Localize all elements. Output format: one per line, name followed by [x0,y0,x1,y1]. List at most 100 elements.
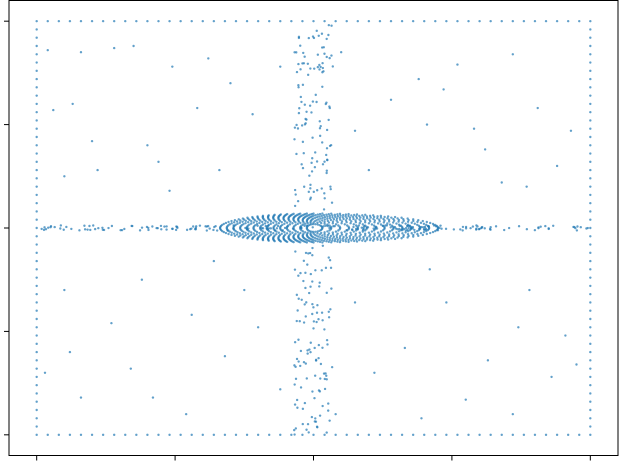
data-point-604 [307,190,310,194]
data-point-1385 [261,238,265,242]
data-point-906 [381,224,385,227]
data-point-1357 [261,214,265,218]
data-point-630 [315,160,319,163]
data-point-800 [352,230,355,233]
data-point-387 [65,225,68,229]
data-point-1351 [299,212,302,215]
data-point-1387 [273,239,276,243]
data-point-112 [35,383,38,387]
data-point-1358 [256,215,259,218]
data-point-188 [35,69,38,73]
data-point-416 [309,272,313,276]
data-point-724 [345,224,349,227]
data-point-126 [35,326,38,329]
data-point-554 [302,360,306,364]
data-point-660 [320,227,324,231]
data-point-15 [112,433,116,437]
data-point-190 [35,61,38,64]
data-point-1362 [237,218,240,221]
data-point-500 [321,141,324,144]
data-point-19 [135,433,138,437]
data-point-569 [293,188,297,192]
data-point-535 [329,187,332,191]
data-point-907 [379,223,383,226]
data-point-89 [522,433,526,437]
data-point-362 [579,226,582,229]
data-point-150 [35,226,38,230]
data-point-874 [269,222,272,226]
data-point-612 [322,372,326,375]
data-point-483 [308,251,312,255]
data-point-237 [47,226,50,229]
data-point-753 [326,233,329,237]
data-point-498 [304,286,307,290]
data-point-108 [35,400,38,403]
data-point-1407 [417,234,420,238]
data-point-1102 [382,217,385,221]
data-point-44 [279,19,282,23]
data-point-1279 [235,220,239,223]
data-point-77 [456,433,459,437]
data-point-480 [301,140,305,144]
data-point-266 [413,228,416,232]
data-point-264 [407,226,410,230]
data-point-696 [318,220,321,223]
data-point-1254 [396,217,399,220]
data-point-453 [309,67,312,70]
data-point-634 [325,338,329,342]
data-point-1170 [413,222,416,225]
data-point-356 [507,226,511,230]
data-point-76 [456,19,459,23]
data-point-830 [275,230,278,233]
data-point-430 [308,348,311,351]
data-point-1472 [511,412,515,416]
data-point-607 [299,349,303,353]
data-point-966 [386,222,389,225]
data-point-282 [461,225,465,229]
data-point-318 [539,225,542,228]
data-point-515 [307,252,310,255]
data-point-1227 [333,239,337,243]
data-point-701 [299,221,302,225]
data-point-1243 [418,227,422,231]
data-point-1447 [279,65,282,68]
data-point-1331 [431,222,435,226]
data-point-345 [59,224,63,227]
data-point-179 [589,110,592,114]
data-point-53 [323,433,326,437]
data-point-177 [589,119,592,122]
data-point-79 [467,433,470,437]
data-point-832 [280,232,283,235]
data-point-78 [467,19,470,23]
data-point-1229 [350,239,353,242]
data-point-1151 [339,239,342,242]
data-point-248 [140,226,144,229]
data-point-1440 [196,106,199,110]
data-point-429 [309,341,312,344]
data-point-118 [35,359,38,362]
data-point-385 [503,228,506,232]
data-point-1347 [330,212,333,215]
data-point-728 [331,220,335,223]
data-point-1231 [365,238,369,241]
data-point-135 [589,292,592,296]
data-point-559 [329,185,332,188]
data-point-471 [326,343,329,346]
data-point-1422 [511,53,515,56]
data-point-1345 [347,212,350,216]
data-point-762 [354,224,358,227]
data-point-1168 [417,224,421,228]
data-point-465 [325,171,328,175]
data-point-802 [356,228,359,231]
data-point-458 [316,304,319,307]
data-point-1198 [244,219,248,223]
data-point-549 [299,271,302,275]
data-point-785 [283,231,286,234]
data-point-769 [323,218,326,221]
data-point-552 [312,327,315,330]
data-point-1156 [376,236,379,239]
data-point-628 [306,263,309,266]
data-point-470 [316,65,320,69]
data-point-591 [293,403,297,406]
data-point-491 [299,95,303,99]
